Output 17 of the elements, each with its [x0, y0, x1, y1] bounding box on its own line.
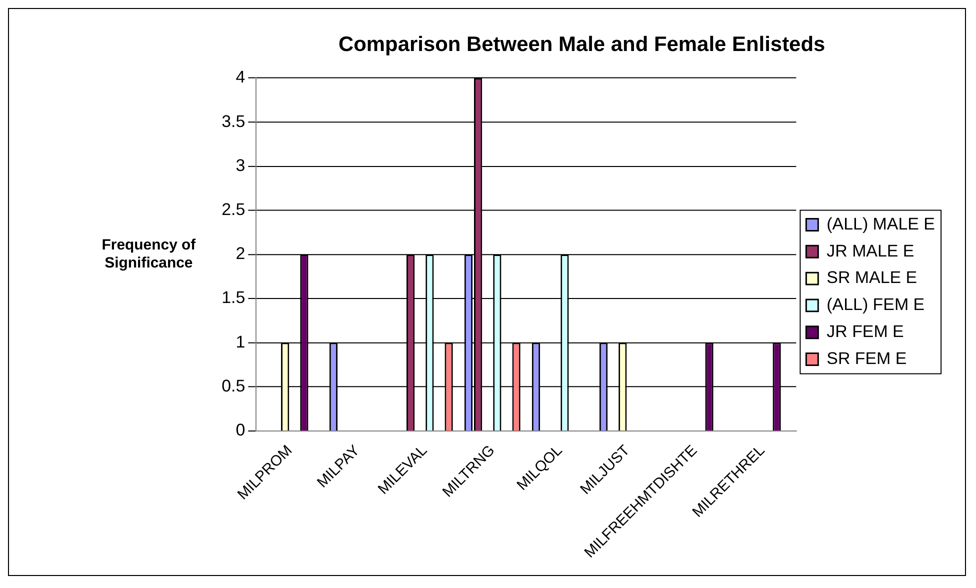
- legend-label: (ALL) FEM E: [826, 295, 925, 314]
- y-tick-label: 1.5: [222, 288, 246, 308]
- y-tick-label: 1: [236, 332, 246, 352]
- legend-label: JR MALE E: [826, 241, 914, 260]
- y-axis-title: Frequency of Significance: [102, 236, 196, 272]
- y-tick-label: 2: [236, 244, 246, 264]
- y-tick-label: 4: [236, 68, 246, 87]
- legend-label: SR MALE E: [826, 268, 918, 288]
- y-tick-label: 0: [236, 420, 246, 440]
- y-tick-label: 3.5: [222, 112, 246, 131]
- legend-label: SR FEM E: [826, 348, 907, 368]
- chart-title: Comparison Between Male and Female Enlisteds: [338, 33, 826, 56]
- y-tick-label: 3: [236, 156, 246, 175]
- y-tick-label: 0.5: [222, 376, 246, 396]
- legend-label: (ALL) MALE E: [826, 214, 935, 234]
- y-tick-label: 2.5: [222, 200, 246, 219]
- legend-label: JR FEM E: [826, 322, 904, 342]
